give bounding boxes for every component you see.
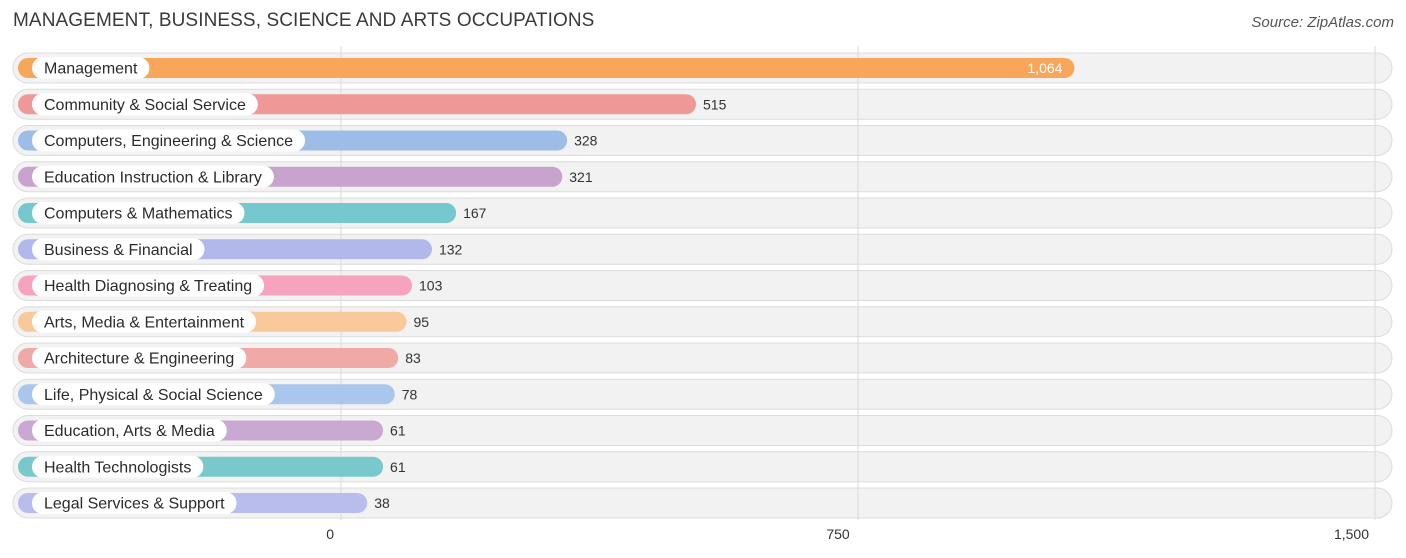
category-pill: [32, 238, 205, 261]
category-pill: [32, 492, 237, 514]
category-pill: [32, 274, 265, 297]
category-label: Management: [44, 61, 138, 78]
category-label: Arts, Media & Entertainment: [44, 314, 245, 331]
x-axis: 0 750 1,500: [326, 526, 1369, 542]
value-label: 1,064: [1027, 60, 1062, 76]
source-credit: Source: ZipAtlas.com: [1251, 14, 1394, 31]
chart-title: MANAGEMENT, BUSINESS, SCIENCE AND ARTS O…: [13, 10, 595, 31]
category-pill: [32, 455, 204, 478]
category-label: Health Diagnosing & Treating: [44, 278, 252, 295]
bar-row: Health Technologists 61: [18, 455, 406, 478]
rows-layer: Management 1,064 Community & Social Servic…: [12, 46, 1393, 520]
category-label: Education Instruction & Library: [44, 169, 262, 186]
value-label: 61: [390, 459, 406, 475]
category-label: Community & Social Service: [44, 97, 246, 114]
bar-row: Life, Physical & Social Science 78: [18, 383, 418, 406]
value-label: 78: [402, 386, 418, 402]
value-label: 61: [390, 423, 406, 439]
bar-row: Computers, Engineering & Science 328: [18, 129, 598, 152]
bar-row: Education, Arts & Media 61: [18, 419, 406, 442]
category-label: Education, Arts & Media: [44, 423, 215, 440]
bar-row: Architecture & Engineering 83: [18, 347, 421, 369]
category-pill: [32, 347, 247, 369]
value-label: 132: [439, 241, 463, 257]
category-pill: [32, 165, 274, 188]
bar-row: Legal Services & Support 38: [18, 492, 390, 514]
value-label: 38: [374, 495, 390, 511]
value-label: 95: [413, 314, 429, 330]
bar: [18, 58, 1075, 78]
category-pill: [32, 57, 150, 79]
bar-row: Business & Financial 132: [18, 238, 463, 261]
source-name: ZipAtlas.com: [1307, 14, 1394, 31]
category-label: Business & Financial: [44, 242, 193, 259]
category-pill: [32, 202, 245, 224]
category-pill: [32, 310, 257, 333]
x-tick-label: 1,500: [1334, 526, 1369, 542]
category-pill: [32, 383, 275, 406]
bar-row: Computers & Mathematics 167: [18, 202, 487, 224]
x-tick-label: 750: [826, 526, 850, 542]
category-label: Computers & Mathematics: [44, 206, 233, 223]
value-label: 321: [569, 169, 593, 185]
value-label: 167: [463, 205, 487, 221]
bar-row: Education Instruction & Library 321: [18, 165, 593, 188]
value-label: 515: [703, 96, 727, 112]
category-label: Legal Services & Support: [44, 496, 225, 513]
x-tick-label: 0: [326, 526, 334, 542]
category-label: Health Technologists: [44, 459, 191, 476]
category-pill: [32, 419, 227, 442]
category-pill: [32, 93, 258, 116]
category-label: Computers, Engineering & Science: [44, 133, 293, 150]
source-label: Source:: [1251, 14, 1304, 31]
value-label: 83: [405, 350, 421, 366]
category-pill: [32, 129, 306, 152]
category-label: Architecture & Engineering: [44, 351, 234, 368]
bar-row: Management 1,064: [18, 57, 1075, 79]
bar-row: Community & Social Service 515: [18, 93, 727, 116]
value-label: 328: [574, 133, 598, 149]
bar-row: Health Diagnosing & Treating 103: [18, 274, 443, 297]
category-label: Life, Physical & Social Science: [44, 387, 263, 404]
value-label: 103: [419, 278, 443, 294]
bar-row: Arts, Media & Entertainment 95: [18, 310, 429, 333]
